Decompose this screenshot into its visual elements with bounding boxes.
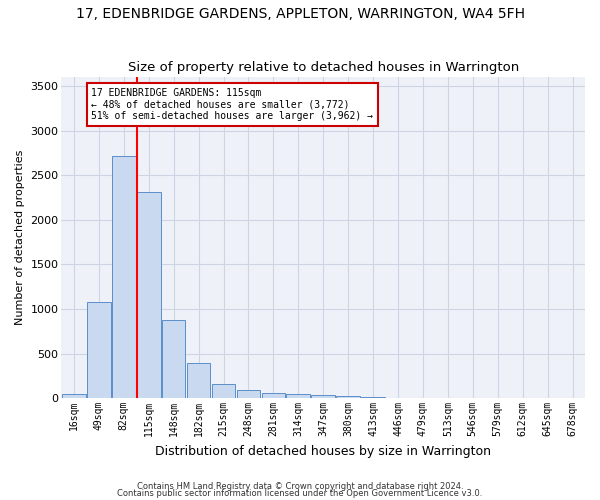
Bar	[187, 364, 211, 398]
Bar	[112, 156, 136, 398]
Y-axis label: Number of detached properties: Number of detached properties	[15, 150, 25, 326]
Bar	[286, 394, 310, 398]
Bar	[236, 390, 260, 398]
Text: 17 EDENBRIDGE GARDENS: 115sqm
← 48% of detached houses are smaller (3,772)
51% o: 17 EDENBRIDGE GARDENS: 115sqm ← 48% of d…	[91, 88, 373, 121]
Bar	[137, 192, 161, 398]
X-axis label: Distribution of detached houses by size in Warrington: Distribution of detached houses by size …	[155, 444, 491, 458]
Text: Contains public sector information licensed under the Open Government Licence v3: Contains public sector information licen…	[118, 489, 482, 498]
Text: 17, EDENBRIDGE GARDENS, APPLETON, WARRINGTON, WA4 5FH: 17, EDENBRIDGE GARDENS, APPLETON, WARRIN…	[76, 8, 524, 22]
Bar	[162, 320, 185, 398]
Title: Size of property relative to detached houses in Warrington: Size of property relative to detached ho…	[128, 62, 519, 74]
Bar	[212, 384, 235, 398]
Bar	[311, 396, 335, 398]
Bar	[262, 393, 285, 398]
Bar	[62, 394, 86, 398]
Bar	[361, 397, 385, 398]
Bar	[87, 302, 110, 398]
Bar	[337, 396, 360, 398]
Text: Contains HM Land Registry data © Crown copyright and database right 2024.: Contains HM Land Registry data © Crown c…	[137, 482, 463, 491]
